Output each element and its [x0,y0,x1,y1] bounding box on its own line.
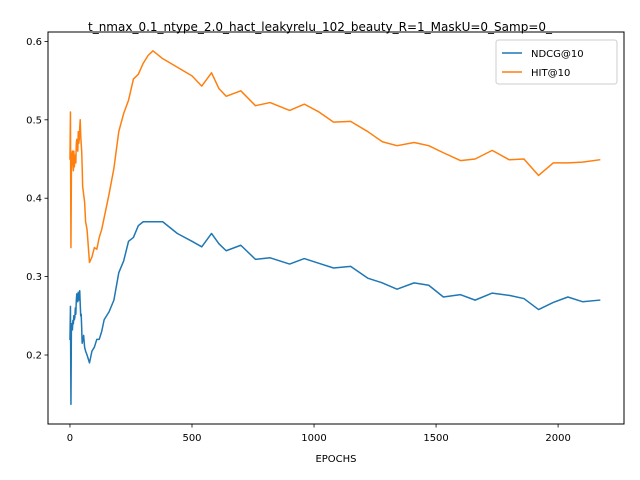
y-axis: 0.2 0.3 0.4 0.5 0.6 [26,37,48,362]
legend: NDCG@10 HIT@10 [495,39,618,85]
x-axis-label: EPOCHS [315,454,356,465]
y-tick-label: 0.3 [26,272,42,283]
x-tick-label: 500 [182,433,201,444]
legend-label: NDCG@10 [531,49,584,60]
legend-box [495,39,618,85]
x-axis: 0 500 1000 1500 2000 [67,424,571,444]
y-tick-label: 0.6 [26,37,42,48]
x-tick-label: 1500 [423,433,448,444]
x-tick-label: 1000 [301,433,326,444]
y-tick-label: 0.2 [26,351,42,362]
series-layer [69,50,601,406]
plot-frame [47,31,625,425]
series-line-1 [69,50,601,264]
x-tick-label: 0 [67,433,73,444]
series-line-0 [69,220,601,406]
y-tick-label: 0.5 [26,115,42,126]
chart-title: t_nmax_0.1_ntype_2.0_hact_leakyrelu_102_… [88,20,553,34]
x-tick-label: 2000 [545,433,570,444]
legend-label: HIT@10 [531,68,570,79]
y-tick-label: 0.4 [26,194,42,205]
